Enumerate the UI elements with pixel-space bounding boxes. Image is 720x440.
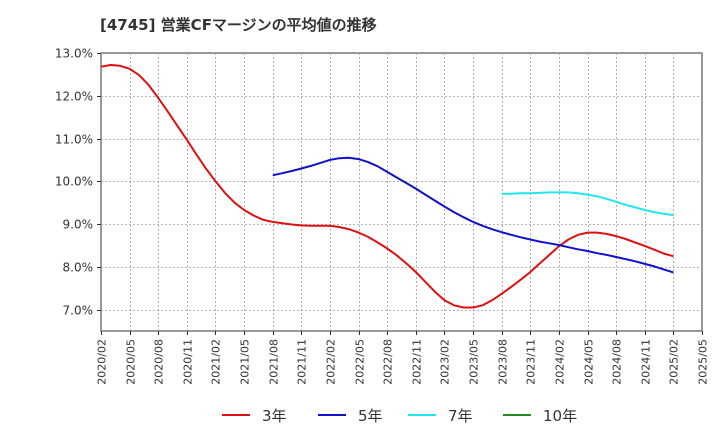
legend-label: 7年 xyxy=(448,406,473,425)
x-tick-label: 2022/11 xyxy=(411,339,424,385)
x-tick-label: 2020/08 xyxy=(153,339,166,385)
chart-title: [4745] 営業CFマージンの平均値の推移 xyxy=(100,16,377,34)
y-tick-label: 11.0% xyxy=(55,133,93,147)
y-tick-label: 13.0% xyxy=(55,47,93,61)
legend-item: 7年 xyxy=(408,402,473,428)
x-tick-label: 2025/05 xyxy=(697,339,710,385)
legend-swatch xyxy=(503,414,531,416)
x-tick-label: 2021/11 xyxy=(296,339,309,385)
legend-label: 5年 xyxy=(358,406,383,425)
legend-label: 10年 xyxy=(543,406,578,425)
plot-area xyxy=(100,52,703,332)
x-tick-label: 2024/11 xyxy=(640,339,653,385)
legend-swatch xyxy=(222,414,250,416)
legend-swatch xyxy=(318,414,346,416)
legend-item: 5年 xyxy=(318,402,383,428)
x-tick-label: 2020/05 xyxy=(125,339,138,385)
chart-legend: 3年 5年 7年 10年 xyxy=(0,402,720,428)
legend-item: 10年 xyxy=(503,402,577,428)
y-tick-label: 9.0% xyxy=(63,218,94,232)
x-tick-label: 2024/05 xyxy=(583,339,596,385)
legend-item: 3年 xyxy=(222,402,287,428)
x-tick-label: 2020/11 xyxy=(182,339,195,385)
x-tick-label: 2023/11 xyxy=(525,339,538,385)
x-tick-label: 2021/08 xyxy=(268,339,281,385)
y-tick-label: 8.0% xyxy=(63,261,94,275)
x-tick-label: 2022/05 xyxy=(354,339,367,385)
x-tick-label: 2023/08 xyxy=(497,339,510,385)
y-tick-label: 10.0% xyxy=(55,175,93,189)
x-tick-label: 2023/05 xyxy=(468,339,481,385)
x-tick-label: 2020/02 xyxy=(96,339,109,385)
legend-swatch xyxy=(408,414,436,416)
x-tick-label: 2024/08 xyxy=(611,339,624,385)
x-tick-label: 2023/02 xyxy=(439,339,452,385)
series-line-0 xyxy=(100,64,674,309)
x-tick-label: 2022/08 xyxy=(382,339,395,385)
x-tick-label: 2021/05 xyxy=(239,339,252,385)
x-tick-label: 2025/02 xyxy=(668,339,681,385)
x-tick-label: 2021/02 xyxy=(210,339,223,385)
legend-label: 3年 xyxy=(262,406,287,425)
series-line-2 xyxy=(501,191,674,217)
y-tick-label: 7.0% xyxy=(63,304,94,318)
x-tick-label: 2024/02 xyxy=(554,339,567,385)
y-tick-label: 12.0% xyxy=(55,90,93,104)
x-tick-label: 2022/02 xyxy=(325,339,338,385)
line-chart: 2020/02 2020/05 2020/08 2020/11 2021/02 2021/… xyxy=(55,47,710,385)
series-line-1 xyxy=(272,156,674,274)
